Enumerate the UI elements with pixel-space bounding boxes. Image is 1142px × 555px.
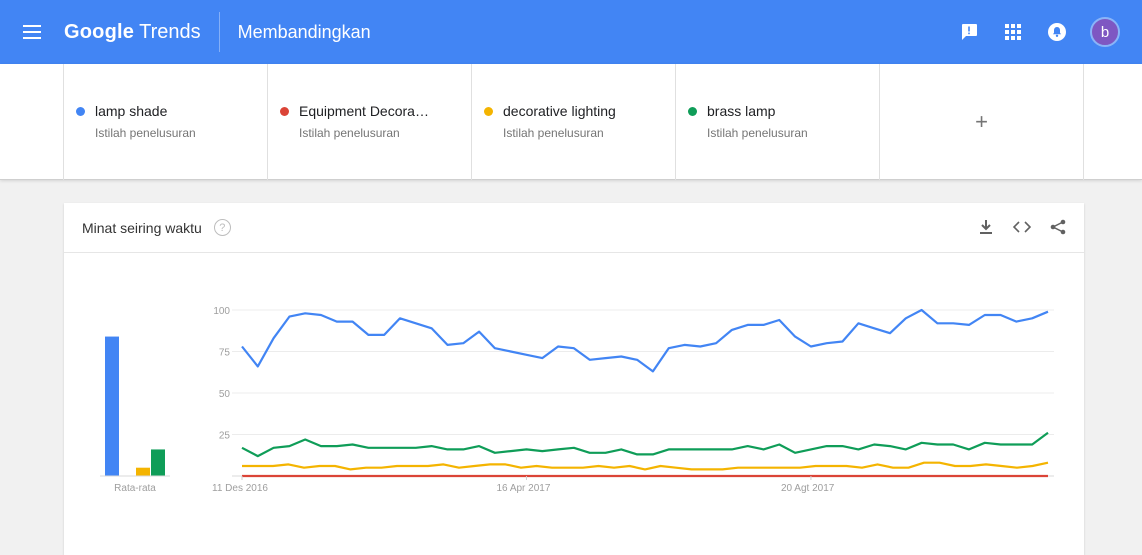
term-type-label: Istilah penelusuran <box>707 126 808 140</box>
y-tick-label: 50 <box>219 389 231 400</box>
term-color-dot <box>688 106 697 116</box>
y-tick-label: 75 <box>219 348 231 359</box>
term-name: Equipment Decora… <box>299 103 429 119</box>
embed-button[interactable] <box>1012 217 1032 237</box>
card-title: Minat seiring waktu <box>82 219 202 236</box>
add-term-button[interactable]: + <box>879 64 1084 180</box>
chart-series-lines <box>241 308 1049 478</box>
download-icon <box>980 220 992 234</box>
share-icon <box>1050 219 1066 235</box>
embed-code-icon <box>1013 221 1031 233</box>
feedback-button[interactable] <box>958 21 980 43</box>
brand-trends: Trends <box>139 21 201 43</box>
average-bar-1[interactable] <box>105 336 119 476</box>
average-label: Rata-rata <box>114 483 156 494</box>
term-color-dot <box>484 106 493 116</box>
apps-grid-icon <box>1005 24 1021 40</box>
x-tick-label: 20 Agt 2017 <box>781 483 835 494</box>
page-title: Membandingkan <box>237 21 371 42</box>
series-line-3[interactable] <box>242 461 1049 471</box>
term-type-label: Istilah penelusuran <box>503 126 604 140</box>
term-card-decorative-lighting[interactable]: decorative lighting Istilah penelusuran <box>471 64 675 180</box>
term-name: brass lamp <box>707 103 776 119</box>
help-icon[interactable]: ? <box>213 219 231 236</box>
average-bars: Rata-rata <box>100 336 170 494</box>
brand-google: Google <box>64 21 135 43</box>
term-name: decorative lighting <box>503 103 616 119</box>
term-type-label: Istilah penelusuran <box>95 126 196 140</box>
menu-button[interactable] <box>0 0 64 64</box>
term-card-lamp-shade[interactable]: lamp shade Istilah penelusuran <box>63 64 267 180</box>
top-app-bar: Google Trends Membandingkan b <box>0 0 1142 64</box>
series-line-1[interactable] <box>241 308 1049 373</box>
interest-over-time-card: Minat seiring waktu ? Rata-rata 25 50 75 10… <box>64 203 1084 555</box>
share-button[interactable] <box>1048 217 1068 237</box>
y-tick-label: 100 <box>213 306 230 317</box>
interest-chart[interactable]: Rata-rata 25 50 75 100 11 Des 2016 16 Apr 20… <box>64 253 1084 553</box>
card-header: Minat seiring waktu ? <box>64 203 1084 253</box>
google-trends-logo[interactable]: Google Trends <box>64 12 220 52</box>
notification-bell-icon <box>1048 23 1066 41</box>
series-line-4[interactable] <box>241 431 1049 458</box>
average-bar-3[interactable] <box>136 467 150 476</box>
x-axis-ticks: 11 Des 2016 16 Apr 2017 20 Agt 2017 <box>212 476 835 494</box>
term-card-brass-lamp[interactable]: brass lamp Istilah penelusuran <box>675 64 879 180</box>
x-tick-label: 16 Apr 2017 <box>496 483 550 494</box>
term-color-dot <box>280 106 289 116</box>
account-avatar[interactable]: b <box>1090 17 1120 47</box>
chart-gridlines: 25 50 75 100 <box>213 306 1054 477</box>
y-tick-label: 25 <box>219 431 231 442</box>
term-color-dot <box>76 106 85 116</box>
term-name: lamp shade <box>95 103 168 119</box>
average-bar-4[interactable] <box>151 449 165 476</box>
download-csv-button[interactable] <box>976 217 996 237</box>
x-tick-label: 11 Des 2016 <box>212 483 268 494</box>
hamburger-menu-icon <box>23 25 41 39</box>
comparison-terms-bar: lamp shade Istilah penelusuran Equipment… <box>0 64 1142 180</box>
notifications-button[interactable] <box>1046 21 1068 43</box>
term-type-label: Istilah penelusuran <box>299 126 400 140</box>
feedback-icon <box>962 24 977 40</box>
term-card-equipment-decoration[interactable]: Equipment Decora… Istilah penelusuran <box>267 64 471 180</box>
apps-button[interactable] <box>1002 21 1024 43</box>
